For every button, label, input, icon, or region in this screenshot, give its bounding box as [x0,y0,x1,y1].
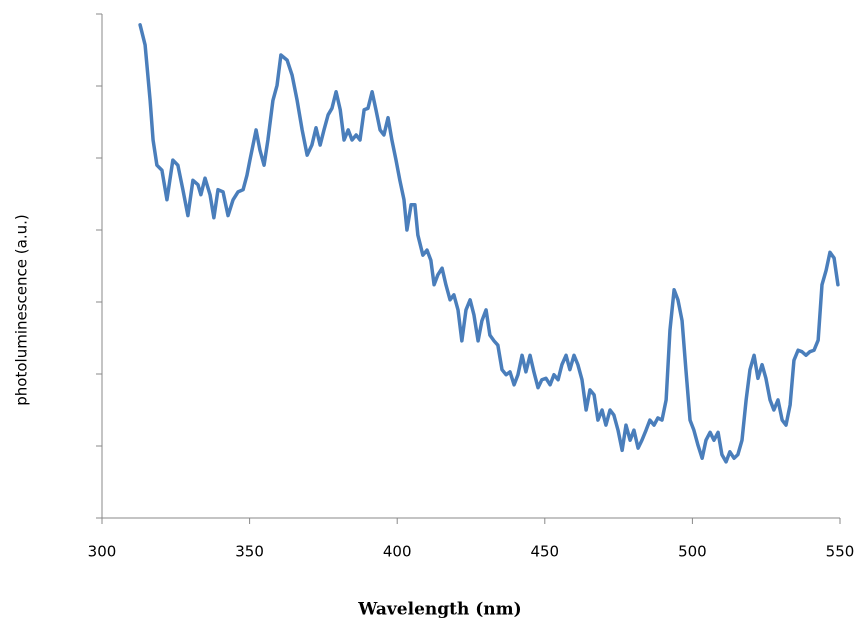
x-tick-label: 400 [383,543,412,561]
x-tick-label: 550 [826,543,855,561]
x-axis-title: Wavelength (nm) [357,600,521,620]
x-tick-label: 350 [235,543,264,561]
x-tick-label: 300 [88,543,117,561]
y-axis-title: photoluminescence (a.u.) [13,214,31,405]
line [138,23,840,464]
x-tick-label: 450 [530,543,559,561]
x-tick-label: 500 [678,543,707,561]
